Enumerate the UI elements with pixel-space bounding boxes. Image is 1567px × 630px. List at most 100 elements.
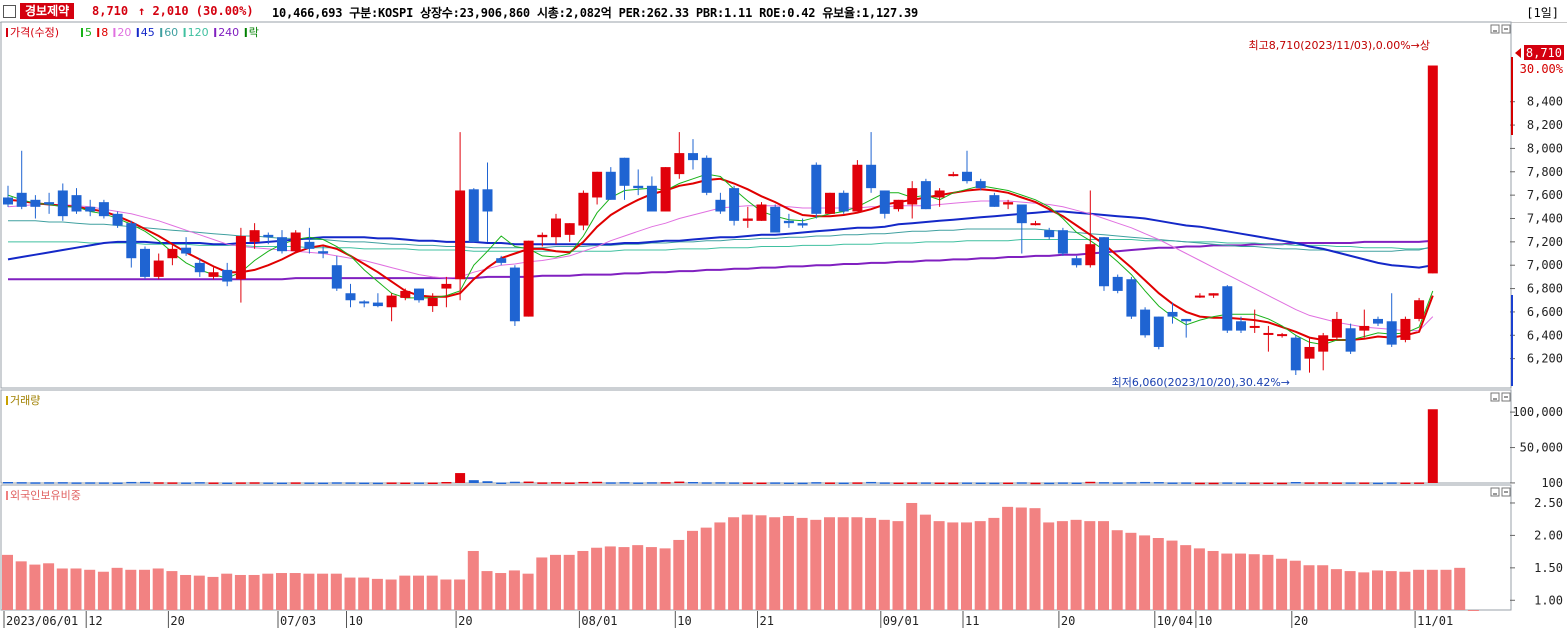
foreign-ratio-bar bbox=[1070, 519, 1082, 610]
candle-body bbox=[729, 188, 740, 221]
candle-body bbox=[975, 181, 986, 189]
price-tick-2: 8,000 bbox=[1527, 141, 1563, 155]
volume-bar bbox=[674, 481, 685, 484]
volume-bar bbox=[153, 482, 164, 484]
volume-bar bbox=[1222, 482, 1233, 484]
volume-legend-label: 거래량 bbox=[10, 394, 40, 407]
high-annotation: 최고8,710(2023/11/03),0.00%→상 bbox=[1249, 39, 1431, 52]
candle-body bbox=[112, 213, 123, 226]
current-price-label: 8,710 bbox=[1526, 46, 1562, 60]
candle-body bbox=[811, 164, 822, 214]
volume-bar bbox=[455, 473, 466, 483]
stock-name-badge[interactable]: 경보제약 bbox=[20, 3, 75, 19]
volume-bar bbox=[30, 482, 41, 484]
foreign-ratio-bar bbox=[1193, 548, 1205, 610]
select-checkbox[interactable] bbox=[3, 5, 16, 18]
candle-body bbox=[962, 171, 972, 182]
volume-bar bbox=[578, 481, 589, 484]
legend-item-1: 5 bbox=[85, 26, 92, 39]
foreign-ratio-bar bbox=[385, 579, 397, 610]
volume-bar bbox=[619, 482, 630, 484]
foreign-ratio-bar bbox=[29, 564, 41, 610]
candle-body bbox=[756, 204, 767, 221]
foreign-tick-2: 1.50 bbox=[1534, 561, 1563, 575]
legend-item-7: 240 bbox=[218, 26, 239, 39]
candle-body bbox=[1085, 244, 1096, 266]
candle-body bbox=[427, 297, 438, 307]
volume-bar bbox=[1386, 482, 1397, 484]
date-label-10: 11 bbox=[965, 614, 979, 628]
foreign-legend-label: 외국인보유비중 bbox=[10, 489, 81, 502]
period-selector[interactable]: [1일] bbox=[1526, 6, 1559, 20]
volume-bars bbox=[3, 409, 1438, 485]
volume-bar bbox=[427, 482, 438, 485]
foreign-ratio-bar bbox=[413, 575, 424, 610]
candle-body bbox=[1016, 204, 1027, 224]
volume-tick-1: 50,000 bbox=[1520, 441, 1563, 455]
volume-bar bbox=[770, 482, 781, 484]
foreign-ratio-bar bbox=[125, 569, 137, 610]
foreign-ratio-bar bbox=[454, 579, 466, 610]
foreign-ratio-bar bbox=[1056, 521, 1068, 610]
candle-body bbox=[1414, 300, 1425, 319]
foreign-ratio-bar bbox=[1221, 553, 1233, 610]
candle-body bbox=[414, 288, 424, 301]
foreign-ratio-bar bbox=[1180, 545, 1192, 610]
foreign-ratio-bars bbox=[2, 502, 1479, 611]
volume-bar bbox=[194, 482, 205, 484]
candle-body bbox=[1331, 318, 1342, 338]
foreign-ratio-bar bbox=[919, 514, 931, 610]
volume-bar bbox=[57, 482, 68, 484]
foreign-ratio-bar bbox=[426, 575, 438, 610]
foreign-ratio-bar bbox=[1317, 565, 1329, 610]
legend-swatch bbox=[6, 28, 8, 37]
volume-bar bbox=[249, 482, 260, 484]
candle-body bbox=[16, 192, 27, 207]
volume-bar bbox=[331, 482, 342, 484]
date-label-11: 20 bbox=[1061, 614, 1075, 628]
volume-bar bbox=[825, 482, 835, 484]
volume-bar bbox=[797, 482, 808, 485]
candle-body bbox=[920, 181, 931, 210]
volume-panel-controls[interactable] bbox=[1490, 392, 1511, 402]
volume-bar bbox=[277, 482, 287, 485]
foreign-ratio-bar bbox=[276, 573, 287, 610]
candle-body bbox=[578, 192, 589, 226]
legend-swatch bbox=[214, 28, 217, 37]
price-panel bbox=[0, 21, 1512, 389]
volume-bar bbox=[290, 482, 301, 484]
candle-body bbox=[1167, 311, 1178, 317]
candle-body bbox=[386, 295, 397, 308]
candle-body bbox=[277, 237, 287, 252]
legend-swatch bbox=[113, 28, 116, 37]
legend-swatch bbox=[136, 28, 139, 37]
foreign-ratio-bar bbox=[933, 521, 945, 610]
foreign-ratio-bar bbox=[522, 573, 534, 610]
legend-item-0: 가격(수정) bbox=[10, 26, 59, 39]
candle-body bbox=[1290, 337, 1301, 371]
price-tick-4: 7,600 bbox=[1527, 188, 1563, 202]
foreign-ratio-bar bbox=[1084, 521, 1096, 610]
volume-bar bbox=[1359, 482, 1370, 484]
candle-body bbox=[3, 197, 13, 205]
date-label-1: 12 bbox=[88, 614, 102, 628]
volume-bar bbox=[1071, 482, 1082, 485]
volume-bar bbox=[1153, 482, 1164, 484]
volume-bar bbox=[372, 482, 383, 485]
date-label-12: 10/04 bbox=[1157, 614, 1193, 628]
price-change: ↑ 2,010 (30.00%) bbox=[138, 4, 254, 18]
volume-bar bbox=[1099, 482, 1109, 484]
price-panel-controls[interactable] bbox=[1490, 24, 1511, 34]
candle-body bbox=[1153, 316, 1164, 347]
candle-body bbox=[907, 188, 918, 205]
foreign-ratio-bar bbox=[550, 554, 561, 610]
volume-bar bbox=[1373, 482, 1383, 485]
candle-body bbox=[153, 260, 164, 277]
foreign-ratio-bar bbox=[344, 577, 356, 610]
foreign-panel-controls[interactable] bbox=[1490, 487, 1511, 497]
date-label-0: 2023/06/01 bbox=[6, 614, 78, 628]
date-label-4: 10 bbox=[349, 614, 363, 628]
stock-stats: 10,466,693 구분:KOSPI 상장수:23,906,860 시총:2,… bbox=[272, 6, 919, 20]
candle-body bbox=[44, 202, 55, 205]
legend-swatch bbox=[81, 28, 83, 37]
